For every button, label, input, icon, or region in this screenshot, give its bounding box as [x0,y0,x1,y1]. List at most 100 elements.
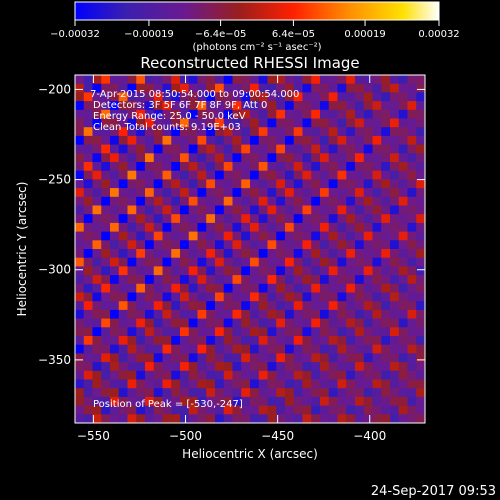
heatmap-cell [250,336,260,346]
heatmap-cell [258,205,268,215]
heatmap-cell [197,318,207,328]
heatmap-cell [92,414,102,423]
heatmap-cell [83,292,93,302]
heatmap-cell [320,353,330,363]
heatmap-cell [180,318,190,328]
heatmap-cell [171,318,181,328]
heatmap-cell [127,92,137,102]
heatmap-cell [145,240,155,250]
heatmap-cell [110,214,120,224]
heatmap-cell [293,353,303,363]
heatmap-cell [83,109,93,119]
heatmap-cell [346,179,356,189]
heatmap-cell [416,336,425,346]
heatmap-cell [320,405,330,415]
heatmap-cell [337,362,347,372]
heatmap-cell [162,388,172,398]
heatmap-cell [180,153,190,163]
heatmap-cell [136,379,146,389]
heatmap-cell [188,214,198,224]
heatmap-cell [363,370,373,380]
heatmap-cell [136,135,146,145]
heatmap-cell [416,153,425,163]
heatmap-cell [197,257,207,267]
heatmap-cell [171,283,181,293]
heatmap-cell [215,162,225,172]
heatmap-cell [145,370,155,380]
heatmap-cell [302,301,312,311]
heatmap-cell [92,240,102,250]
heatmap-cell [162,309,172,319]
heatmap-cell [153,249,163,259]
heatmap-cell [416,292,425,302]
heatmap-cell [101,396,111,406]
heatmap-cell [118,83,128,93]
heatmap-cell [407,292,417,302]
heatmap-cell [241,205,251,215]
heatmap-cell [188,309,198,319]
heatmap-cell [258,249,268,259]
heatmap-cell [188,405,198,415]
heatmap-cell [346,405,356,415]
heatmap-cell [215,396,225,406]
heatmap-cell [267,240,277,250]
heatmap-cell [328,257,338,267]
heatmap-cell [223,327,233,337]
heatmap-cell [337,336,347,346]
heatmap-cell [267,162,277,172]
heatmap-cell [285,109,295,119]
heatmap-cell [285,405,295,415]
heatmap-cell [127,205,137,215]
heatmap-cell [258,109,268,119]
heatmap-cell [162,396,172,406]
heatmap-cell [101,153,111,163]
heatmap-cell [75,135,85,145]
heatmap-cell [372,231,382,241]
heatmap-cell [311,231,321,241]
heatmap-cell [285,388,295,398]
heatmap-cell [390,396,400,406]
heatmap-cell [223,362,233,372]
heatmap-cell [101,118,111,128]
heatmap-cell [258,396,268,406]
heatmap-cell [398,249,408,259]
heatmap-cell [92,75,102,85]
heatmap-cell [136,336,146,346]
heatmap-cell [153,405,163,415]
heatmap-cell [390,222,400,232]
heatmap-cell [75,283,85,293]
heatmap-cell [180,188,190,198]
heatmap-cell [197,266,207,276]
heatmap-cell [197,327,207,337]
colorbar-tick-label: 0.00032 [418,29,459,40]
heatmap-cell [92,83,102,93]
heatmap-cell [293,170,303,180]
heatmap-cell [75,170,85,180]
heatmap-cell [92,405,102,415]
heatmap-cell [276,388,286,398]
heatmap-cell [363,135,373,145]
heatmap-cell [258,135,268,145]
heatmap-cell [407,257,417,267]
heatmap-cell [285,362,295,372]
heatmap-cell [267,396,277,406]
heatmap-cell [302,92,312,102]
heatmap-cell [407,388,417,398]
heatmap-cell [372,396,382,406]
heatmap-cell [390,275,400,285]
heatmap-cell [267,144,277,154]
heatmap-cell [83,101,93,111]
heatmap-cell [363,396,373,406]
heatmap-cell [293,275,303,285]
heatmap-cell [223,153,233,163]
heatmap-cell [407,240,417,250]
heatmap-cell [127,370,137,380]
heatmap-cell [153,240,163,250]
heatmap-cell [337,405,347,415]
heatmap-cell [320,162,330,172]
heatmap-cell [381,318,391,328]
heatmap-cell [258,301,268,311]
heatmap-cell [398,336,408,346]
heatmap-cell [188,388,198,398]
heatmap-cell [398,362,408,372]
